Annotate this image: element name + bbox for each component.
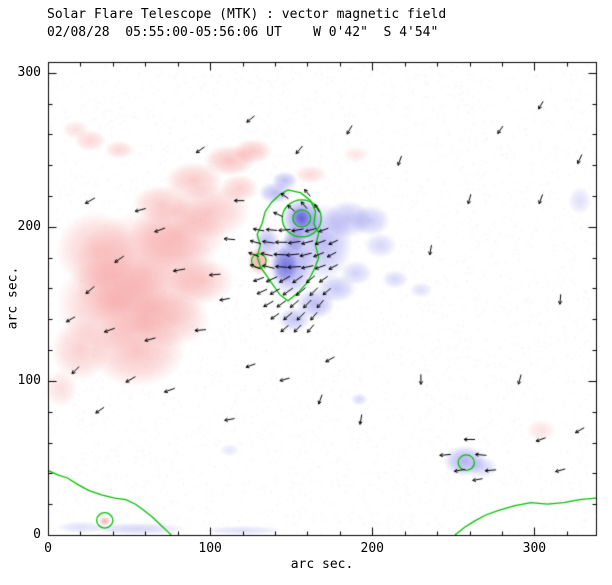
x-tick-label: 100 — [198, 541, 222, 556]
y-tick-label: 300 — [17, 64, 41, 80]
y-tick-label: 100 — [17, 372, 41, 388]
y-axis-label: arc sec. — [5, 266, 21, 330]
x-tick-label: 0 — [44, 541, 52, 556]
y-tick-label: 200 — [17, 218, 41, 234]
plot-subtitle: 02/08/28 05:55:00-05:56:06 UT W 0'42" S … — [47, 25, 439, 40]
x-tick-label: 200 — [360, 541, 384, 556]
x-tick-label: 300 — [522, 541, 547, 556]
x-axis-label: arc sec. — [290, 557, 354, 572]
y-tick-label: 0 — [33, 527, 41, 542]
plot-title: Solar Flare Telescope (MTK) : vector mag… — [47, 7, 447, 22]
